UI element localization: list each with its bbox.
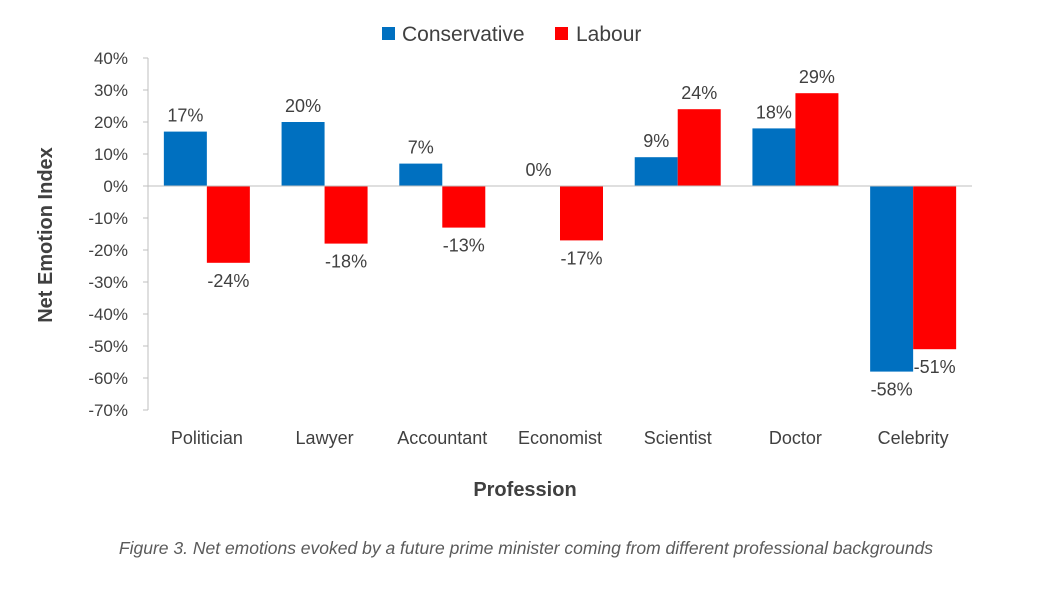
chart-legend: Conservative Labour	[382, 23, 641, 46]
x-category-label: Economist	[518, 428, 602, 448]
y-axis-title: Net Emotion Index	[35, 147, 57, 323]
x-category-label: Politician	[171, 428, 243, 448]
data-label-labour-scientist: 24%	[681, 83, 717, 103]
y-tick-label: 20%	[94, 113, 128, 132]
data-label-labour-economist: -17%	[560, 248, 602, 268]
bar-conservative-politician	[163, 131, 207, 186]
bar-conservative-celebrity	[870, 186, 914, 372]
data-label-labour-doctor: 29%	[799, 67, 835, 87]
bar-labour-celebrity	[913, 186, 957, 350]
y-tick-label: 10%	[94, 145, 128, 164]
x-category-label: Lawyer	[296, 428, 354, 448]
y-tick-label: -40%	[88, 305, 128, 324]
legend-swatch-labour	[555, 27, 568, 40]
x-category-label: Scientist	[644, 428, 712, 448]
y-tick-label: -10%	[88, 209, 128, 228]
bar-labour-politician	[206, 186, 250, 263]
y-tick-label: 0%	[103, 177, 128, 196]
y-axis: 40% 30% 20% 10% 0% -10% -20% -30% -40% -50% -60% -7…	[88, 49, 149, 420]
data-label-conservative-lawyer: 20%	[285, 96, 321, 116]
data-label-labour-celebrity: -51%	[914, 357, 956, 377]
bar-labour-doctor	[795, 93, 839, 186]
bar-labour-scientist	[677, 109, 721, 186]
data-label-conservative-doctor: 18%	[756, 102, 792, 122]
legend-label-conservative: Conservative	[402, 23, 525, 46]
legend-swatch-conservative	[382, 27, 395, 40]
bar-conservative-lawyer	[281, 122, 325, 186]
y-tick-label: -50%	[88, 337, 128, 356]
x-category-label: Doctor	[769, 428, 822, 448]
y-tick-label: -70%	[88, 401, 128, 420]
data-label-labour-lawyer: -18%	[325, 252, 367, 272]
y-tick-label: -30%	[88, 273, 128, 292]
x-axis-title: Profession	[473, 479, 576, 501]
bar-conservative-doctor	[752, 128, 796, 186]
legend-label-labour: Labour	[576, 23, 641, 46]
bar-labour-economist	[560, 186, 603, 241]
data-label-labour-accountant: -13%	[443, 236, 485, 256]
data-label-conservative-celebrity: -58%	[871, 380, 913, 400]
y-tick-label: -60%	[88, 369, 128, 388]
data-label-conservative-accountant: 7%	[408, 138, 434, 158]
bar-chart: Conservative Labour 40% 30% 20% 10% 0% -10% -20…	[35, 23, 972, 501]
y-tick-label: 30%	[94, 81, 128, 100]
bars-group	[163, 93, 957, 372]
data-label-labour-politician: -24%	[207, 271, 249, 291]
bar-labour-lawyer	[324, 186, 368, 244]
y-tick-label: 40%	[94, 49, 128, 68]
bar-conservative-accountant	[399, 163, 443, 186]
data-label-conservative-scientist: 9%	[643, 131, 669, 151]
bar-labour-accountant	[442, 186, 486, 228]
data-labels-group: 17% 20% 7% 0% 9% 18% -58% -24% -18% -13% -17% 24% 29…	[167, 67, 955, 399]
data-label-conservative-economist: 0%	[525, 160, 551, 180]
y-tick-label: -20%	[88, 241, 128, 260]
data-label-conservative-politician: 17%	[167, 106, 203, 126]
x-axis-category-labels: Politician Lawyer Accountant Economist Scien…	[171, 428, 949, 448]
x-category-label: Accountant	[397, 428, 487, 448]
figure-caption: Figure 3. Net emotions evoked by a futur…	[118, 538, 934, 558]
bar-conservative-scientist	[634, 157, 678, 186]
x-category-label: Celebrity	[878, 428, 949, 448]
